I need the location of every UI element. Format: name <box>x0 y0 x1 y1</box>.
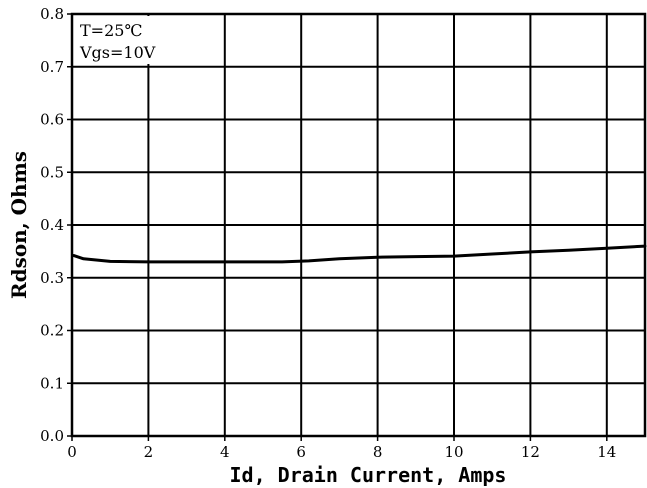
y-tick-label: 0.0 <box>40 427 64 445</box>
y-tick-label: 0.2 <box>40 322 64 340</box>
y-axis-label: Rdson, Ohms <box>7 151 31 299</box>
series-line-rdson <box>72 244 647 264</box>
x-tick-label: 4 <box>220 443 230 461</box>
y-tick-label: 0.8 <box>40 5 64 23</box>
temperature-annotation: T=25℃ <box>80 21 142 40</box>
y-tick-label: 0.3 <box>40 269 64 287</box>
x-tick-label: 12 <box>521 443 540 461</box>
y-tick-labels: 0.0 0.1 0.2 0.3 0.4 0.5 0.6 0.7 0.8 <box>40 5 64 445</box>
x-tick-label: 0 <box>67 443 77 461</box>
y-tick-label: 0.7 <box>40 58 64 76</box>
x-tick-label: 2 <box>144 443 154 461</box>
x-tick-label: 8 <box>373 443 383 461</box>
x-tick-label: 14 <box>597 443 616 461</box>
grid-lines <box>67 13 645 441</box>
vgs-annotation: Vgs=10V <box>79 43 156 62</box>
x-tick-label: 10 <box>444 443 463 461</box>
x-tick-labels: 0 2 4 6 8 10 12 14 <box>67 443 616 461</box>
y-tick-label: 0.6 <box>40 111 64 129</box>
y-tick-label: 0.4 <box>40 216 64 234</box>
x-axis-label: Id, Drain Current, Amps <box>230 463 507 487</box>
annotation-box <box>74 16 170 64</box>
plot-frame <box>70 12 647 438</box>
x-tick-label: 6 <box>296 443 306 461</box>
y-tick-label: 0.1 <box>40 374 64 392</box>
y-tick-label: 0.5 <box>40 163 64 181</box>
